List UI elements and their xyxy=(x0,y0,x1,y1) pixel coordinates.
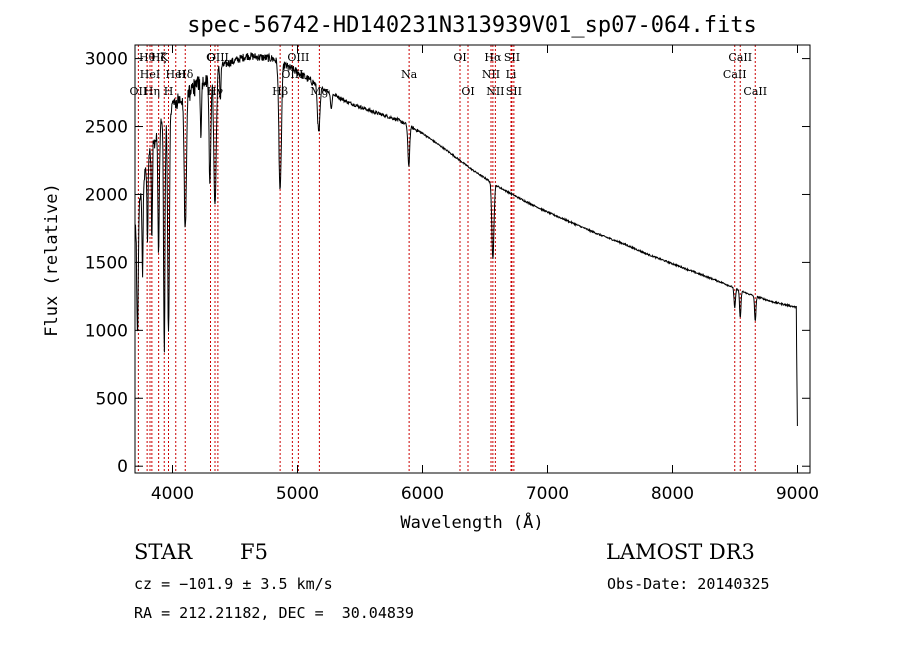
x-tick-label: 6000 xyxy=(401,484,444,504)
line-marker-label: OIII xyxy=(207,51,229,64)
line-marker-label: Na xyxy=(401,68,418,81)
y-tick-label: 1000 xyxy=(85,321,128,341)
line-marker-labels: OIIHθHeIHηHζKHHeIHδGHγOIIIHβOIIIOIIIMgNa… xyxy=(130,51,768,98)
redshift-text: cz = −101.9 ± 3.5 km/s xyxy=(134,575,333,593)
line-marker-label: OI xyxy=(453,51,466,64)
x-axis-label: Wavelength (Å) xyxy=(400,511,543,533)
chart-title: spec-56742-HD140231N313939V01_sp07-064.f… xyxy=(187,13,757,38)
x-tick-label: 8000 xyxy=(651,484,694,504)
survey-name: LAMOST DR3 xyxy=(606,540,755,564)
line-marker-label: CaII xyxy=(743,85,767,98)
line-marker-label: Hζ xyxy=(151,51,167,64)
spectrum-line xyxy=(135,52,798,427)
line-marker-label: SII xyxy=(504,51,520,64)
line-marker-label: Hβ xyxy=(272,85,288,98)
y-tick-label: 1500 xyxy=(85,253,128,273)
line-marker-label: NII xyxy=(486,85,504,98)
y-tick-label: 500 xyxy=(96,389,128,409)
y-tick-label: 3000 xyxy=(85,50,128,70)
y-tick-label: 2500 xyxy=(85,118,128,138)
line-marker-label: Hα xyxy=(484,51,502,64)
line-marker-label: SII xyxy=(506,85,522,98)
line-marker-label: G xyxy=(206,51,215,64)
line-marker-label: H xyxy=(164,85,174,98)
line-marker-label: NII xyxy=(482,68,500,81)
line-marker-label: K xyxy=(160,51,169,64)
line-markers xyxy=(137,45,756,473)
object-subclass: F5 xyxy=(240,540,268,564)
x-tick-label: 7000 xyxy=(526,484,569,504)
line-marker-label: CaII xyxy=(723,68,747,81)
x-tick-label: 5000 xyxy=(276,484,319,504)
x-tick-label: 4000 xyxy=(151,484,194,504)
x-axis-ticks: 4000 5000 6000 7000 8000 9000 xyxy=(151,45,819,504)
y-tick-label: 2000 xyxy=(85,185,128,205)
line-marker-label: Li xyxy=(506,68,517,81)
line-marker-label: OIII xyxy=(287,51,309,64)
coordinates-text: RA = 212.21182, DEC = 30.04839 xyxy=(134,604,414,622)
line-marker-label: Hθ xyxy=(139,51,156,64)
line-marker-label: OI xyxy=(461,85,474,98)
object-class: STAR xyxy=(134,540,193,564)
line-marker-label: CaII xyxy=(728,51,752,64)
y-tick-label: 0 xyxy=(117,457,128,477)
line-marker-label: Mg xyxy=(310,85,328,98)
line-marker-label: OII xyxy=(130,85,148,98)
x-tick-label: 9000 xyxy=(776,484,819,504)
obs-date-text: Obs-Date: 20140325 xyxy=(607,575,770,593)
line-marker-label: Hη xyxy=(144,85,160,98)
line-marker-label: HeI xyxy=(166,68,186,81)
line-marker-label: Hδ xyxy=(177,68,194,81)
line-marker-label: OIII xyxy=(281,68,303,81)
plot-frame xyxy=(134,44,811,474)
y-axis-label: Flux (relative) xyxy=(42,183,62,337)
y-axis-ticks: 0 500 1000 1500 2000 2500 3000 xyxy=(85,50,810,477)
line-marker-label: HeI xyxy=(140,68,160,81)
